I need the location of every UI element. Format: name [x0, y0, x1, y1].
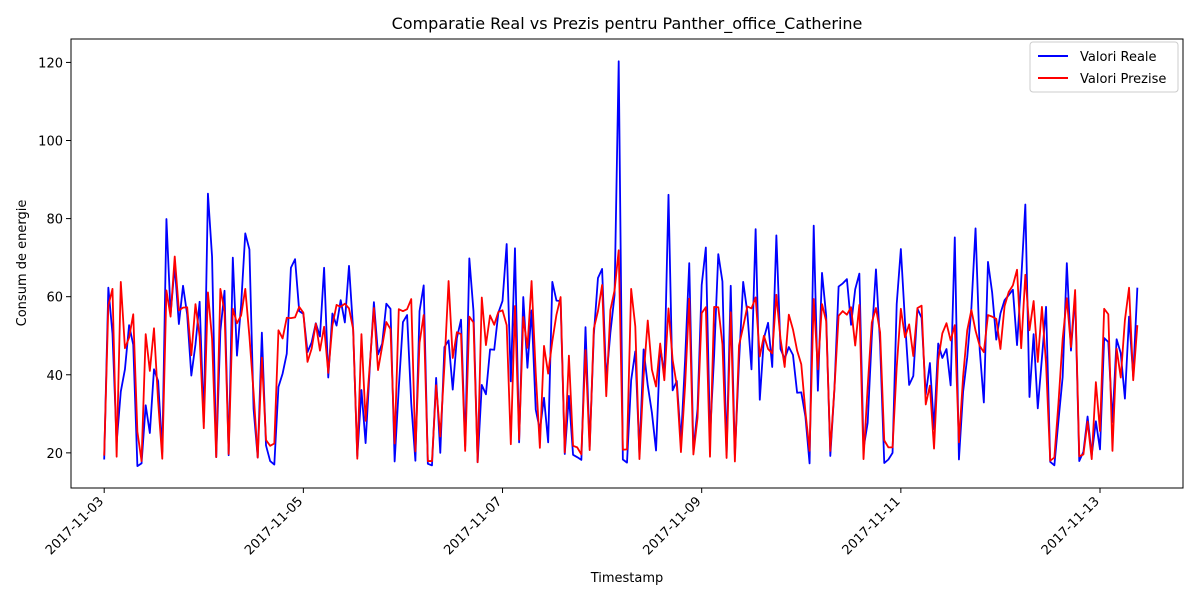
y-tick-label: 100 [38, 135, 63, 150]
x-axis-label: Timestamp [590, 571, 664, 586]
y-tick-label: 40 [46, 369, 63, 384]
x-tick-label: 2017-11-11 [840, 494, 904, 558]
x-tick-label: 2017-11-05 [242, 494, 306, 558]
series-line-0 [103, 60, 1139, 468]
y-axis: 20 40 60 80 100 120 [38, 56, 71, 462]
x-axis: 2017-11-03 2017-11-05 2017-11-07 2017-11-09… [43, 488, 1103, 558]
y-tick-label: 20 [46, 447, 63, 462]
y-tick-label: 80 [46, 213, 63, 228]
x-tick-label: 2017-11-09 [640, 494, 704, 558]
legend-label-prezise: Valori Prezise [1080, 72, 1166, 87]
y-tick-label: 120 [38, 56, 63, 71]
series-line-1 [103, 249, 1139, 464]
plot-area [70, 38, 1184, 489]
legend-label-reale: Valori Reale [1080, 50, 1157, 65]
y-axis-label: Consum de energie [15, 200, 30, 327]
x-tick-label: 2017-11-07 [441, 494, 505, 558]
legend: Valori Reale Valori Prezise [1029, 41, 1179, 93]
plot-frame [70, 38, 1184, 489]
x-tick-label: 2017-11-03 [43, 494, 107, 558]
y-tick-label: 60 [46, 291, 63, 306]
chart-title: Comparatie Real vs Prezis pentru Panther… [392, 14, 863, 34]
legend-box [1029, 41, 1179, 93]
x-tick-label: 2017-11-13 [1039, 494, 1103, 558]
